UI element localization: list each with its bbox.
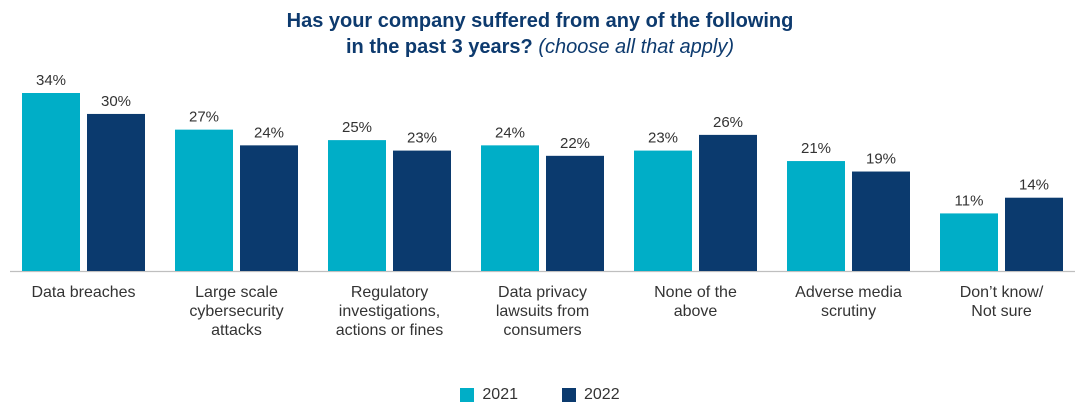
category-label-6: Don’t know/Not sure: [960, 284, 1044, 320]
category-label-5-line-0: Adverse media: [795, 284, 902, 301]
legend-label-2021: 2021: [482, 386, 518, 403]
data-label-2021-0: 34%: [36, 72, 66, 89]
legend-swatch-2022: [562, 388, 576, 402]
bar-2022-5: [852, 171, 910, 271]
data-label-2021-4: 23%: [648, 130, 678, 147]
category-label-3-line-0: Data privacy: [498, 284, 587, 301]
category-label-6-line-0: Don’t know/: [960, 284, 1044, 301]
chart-title: Has your company suffered from any of th…: [0, 8, 1080, 60]
bar-2022-6: [1005, 197, 1063, 271]
bar-2021-2: [328, 140, 386, 271]
bar-2021-4: [634, 150, 692, 271]
chart-title-line1: Has your company suffered from any of th…: [286, 10, 794, 32]
chart-title-line2-bold: in the past 3 years?: [346, 36, 533, 58]
chart-subtitle: (choose all that apply): [538, 36, 734, 58]
category-label-0: Data breaches: [31, 284, 135, 301]
data-label-2022-3: 22%: [560, 135, 590, 152]
bar-2021-5: [787, 161, 845, 271]
category-label-3-line-2: consumers: [503, 322, 581, 339]
data-label-2022-4: 26%: [713, 114, 743, 131]
category-label-2-line-0: Regulatory: [351, 284, 428, 301]
data-label-2022-2: 23%: [407, 130, 437, 147]
legend-item-2021: 2021: [460, 386, 518, 404]
data-label-2021-3: 24%: [495, 124, 525, 141]
category-label-1-line-1: cybersecurity: [189, 303, 283, 320]
category-label-3: Data privacy lawsuits from consumers: [496, 284, 589, 339]
category-label-5: Adverse media scrutiny: [795, 284, 902, 320]
category-label-2: Regulatory investigations, actions or fine…: [336, 284, 444, 339]
category-label-2-line-2: actions or fines: [336, 322, 444, 339]
legend-label-2022: 2022: [584, 386, 620, 403]
category-label-4: None of the above: [654, 284, 737, 320]
bar-2022-1: [240, 145, 298, 271]
legend: 2021 2022: [0, 386, 1080, 404]
data-label-2021-1: 27%: [189, 109, 219, 126]
category-label-6-line-1: Not sure: [971, 303, 1032, 320]
category-label-4-line-0: None of the: [654, 284, 737, 301]
bar-2021-0: [22, 93, 80, 271]
data-label-2022-0: 30%: [101, 93, 131, 110]
category-label-4-line-1: above: [674, 303, 718, 320]
category-label-0-line-0: Data breaches: [31, 284, 135, 301]
category-label-1-line-0: Large scale: [195, 284, 278, 301]
bar-2022-4: [699, 134, 757, 271]
bar-2022-0: [87, 113, 145, 271]
bar-chart: 34% 30% Data breaches 27% 24% Large scale cybe…: [10, 72, 1075, 339]
legend-swatch-2021: [460, 388, 475, 402]
bar-2021-1: [175, 129, 233, 271]
bar-2022-3: [546, 155, 604, 271]
category-label-1: Large scale cybersecurity attacks: [189, 284, 283, 339]
category-label-2-line-1: investigations,: [339, 303, 440, 320]
bar-2021-6: [940, 213, 998, 271]
data-label-2021-5: 21%: [801, 140, 831, 157]
data-label-2022-1: 24%: [254, 124, 284, 141]
chart-title-line2: in the past 3 years? (choose all that ap…: [0, 34, 1080, 60]
bar-2022-2: [393, 150, 451, 271]
data-label-2022-5: 19%: [866, 151, 896, 168]
category-label-1-line-2: attacks: [211, 322, 262, 339]
category-label-5-line-1: scrutiny: [821, 303, 876, 320]
legend-item-2022: 2022: [562, 386, 620, 404]
category-label-3-line-1: lawsuits from: [496, 303, 589, 320]
data-label-2022-6: 14%: [1019, 177, 1049, 194]
data-label-2021-2: 25%: [342, 119, 372, 136]
bar-2021-3: [481, 145, 539, 271]
data-label-2021-6: 11%: [955, 192, 984, 209]
